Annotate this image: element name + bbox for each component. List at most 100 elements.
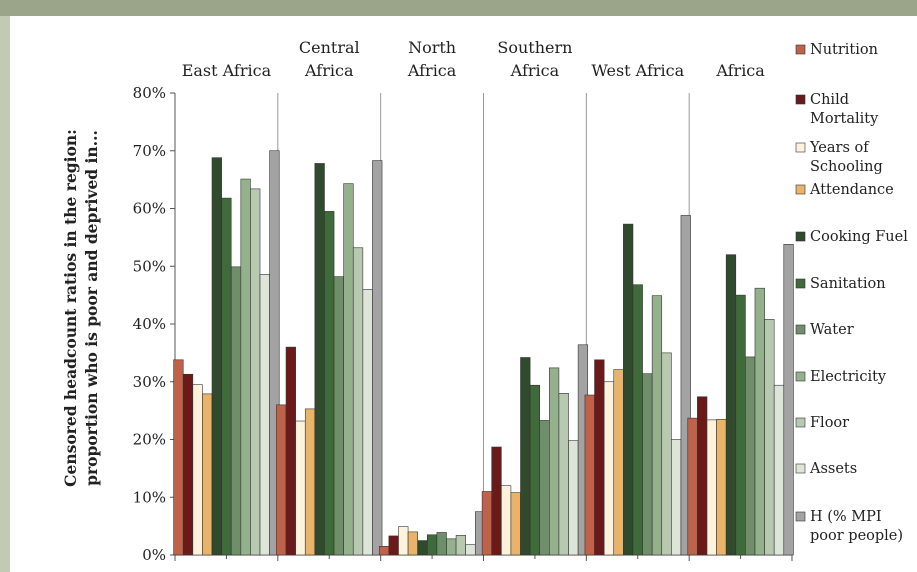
bar (295, 420, 306, 556)
bar (314, 163, 325, 556)
bar (324, 211, 335, 556)
bar (697, 396, 708, 556)
legend-swatch (795, 231, 806, 242)
bar (773, 384, 785, 556)
legend-label: Schooling (810, 159, 883, 175)
legend-swatch (795, 94, 806, 105)
legend-label: Child (810, 92, 849, 108)
y-tick-label: 80% (133, 84, 166, 102)
bar (240, 178, 251, 556)
category-label: East Africa (182, 61, 272, 80)
bar (632, 284, 643, 556)
legend-swatch (795, 184, 806, 195)
category-label: Africa (304, 61, 354, 80)
bar (276, 404, 287, 556)
bar (269, 150, 280, 556)
legend-label: H (% MPI (810, 509, 882, 525)
bar (520, 357, 531, 556)
bar (333, 276, 344, 556)
bar (426, 534, 438, 556)
legend-label: Assets (809, 461, 857, 477)
bar (603, 381, 615, 556)
y-tick-label: 50% (133, 257, 166, 275)
y-tick-label: 20% (133, 431, 166, 449)
y-axis-label-line2: proportion who is poor and deprived in..… (82, 130, 101, 486)
bar (211, 157, 222, 556)
legend-swatch (795, 463, 806, 474)
legend-swatch (795, 44, 806, 55)
bar (465, 544, 476, 556)
bar (378, 546, 390, 556)
category-labels: East Africa Central Africa North Africa South… (182, 38, 766, 80)
bar (687, 417, 698, 556)
bar (417, 540, 428, 556)
category-label: West Africa (591, 61, 684, 80)
bar (584, 394, 595, 556)
legend-swatch (795, 511, 806, 522)
category-label-line1: Southern (497, 38, 572, 57)
bar (623, 223, 634, 556)
bar (352, 247, 364, 556)
bar (613, 369, 624, 556)
bar (716, 418, 727, 556)
bar (568, 440, 579, 556)
y-tick-label: 70% (133, 142, 166, 160)
bar (510, 492, 521, 556)
category-label-line1: North (408, 38, 456, 57)
legend-swatch (795, 324, 806, 335)
legend-label: Electricity (810, 369, 887, 385)
bar (671, 439, 682, 556)
bar (642, 373, 653, 556)
y-tick-label: 0% (142, 546, 166, 564)
bar (651, 295, 663, 556)
bar (529, 384, 541, 556)
legend-label: Attendance (809, 182, 894, 198)
legend-label: Sanitation (810, 276, 886, 292)
bar (446, 538, 457, 556)
legend-label: Floor (810, 415, 849, 431)
category-label-line1: Central (299, 38, 360, 57)
bar (230, 266, 242, 556)
bar (173, 359, 184, 556)
bar (725, 254, 737, 556)
y-tick-label: 40% (133, 315, 166, 333)
bars (173, 150, 794, 556)
bar (745, 356, 756, 556)
y-tick-label: 30% (133, 373, 166, 391)
bar (501, 485, 512, 556)
bar (558, 392, 569, 556)
legend: Nutrition Child Mortality Years of Schooling… (795, 42, 908, 544)
legend-label: poor people) (810, 528, 903, 544)
bar (285, 346, 296, 556)
legend-label: Cooking Fuel (810, 229, 908, 245)
bar (407, 531, 418, 556)
bar (398, 526, 409, 556)
bar (182, 373, 194, 556)
bar (221, 197, 232, 556)
bar (250, 188, 261, 556)
category-label: Africa (407, 61, 457, 80)
legend-label: Years of (809, 140, 870, 156)
top-band (0, 0, 917, 16)
legend-swatch (795, 142, 806, 153)
bar (372, 160, 383, 556)
bar (388, 535, 399, 556)
bar (192, 384, 203, 556)
bar (304, 408, 316, 556)
legend-label: Water (810, 322, 854, 338)
bar (202, 393, 213, 556)
legend-label: Nutrition (810, 42, 878, 58)
legend-swatch (795, 371, 806, 382)
bar (362, 289, 373, 556)
left-band (0, 16, 10, 572)
bar (455, 535, 466, 556)
category-label: Africa (510, 61, 560, 80)
bar (594, 359, 605, 556)
bar (661, 352, 672, 556)
bar (754, 287, 765, 556)
bar (259, 274, 270, 556)
bar (481, 491, 493, 556)
bar (343, 183, 354, 556)
